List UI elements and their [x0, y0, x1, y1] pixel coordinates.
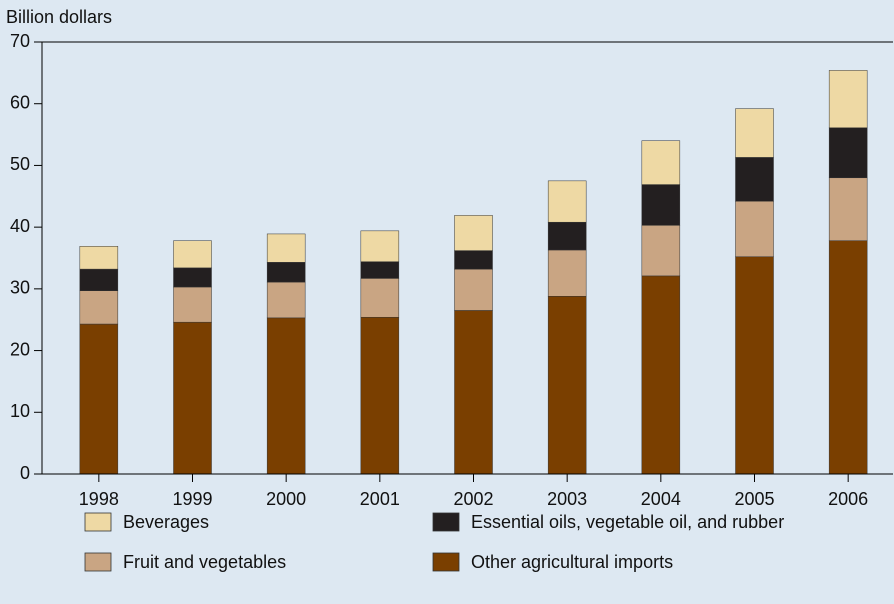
x-tick-label: 2002 [453, 489, 493, 509]
bar-segment [641, 275, 681, 475]
bar-segment [173, 286, 212, 323]
bar-segment [828, 127, 868, 179]
bar-segment [79, 246, 119, 270]
bar-segment [735, 256, 774, 475]
y-axis-label: Billion dollars [6, 7, 112, 27]
bar-segment [735, 157, 774, 202]
bar-segment [454, 250, 493, 270]
bar-segment [641, 184, 681, 226]
bar-segment [173, 240, 212, 269]
y-tick-label: 20 [10, 339, 30, 359]
bar-segment [828, 70, 868, 129]
bar-segment [266, 233, 306, 263]
bar-segment [79, 290, 119, 325]
legend-swatch [432, 552, 460, 572]
legend-swatch [84, 552, 112, 572]
y-tick-label: 50 [10, 154, 30, 174]
x-tick-label: 2000 [266, 489, 306, 509]
bar-segment [266, 317, 306, 475]
bar-segment [454, 310, 493, 475]
bar-segment [641, 140, 681, 185]
bar-segment [360, 278, 400, 318]
y-tick-label: 60 [10, 92, 30, 112]
legend-label: Beverages [123, 512, 209, 532]
bar-segment [173, 321, 212, 475]
legend-swatch [432, 512, 460, 532]
bar-segment [735, 108, 774, 158]
bar-segment [266, 262, 306, 283]
legend-label: Essential oils, vegetable oil, and rubbe… [471, 512, 784, 532]
bar-segment [828, 240, 868, 475]
y-tick-label: 40 [10, 216, 30, 236]
x-tick-label: 2006 [828, 489, 868, 509]
y-tick-label: 70 [10, 31, 30, 51]
x-tick-label: 2005 [734, 489, 774, 509]
bar-segment [360, 230, 400, 262]
bar-segment [547, 249, 587, 297]
legend-label: Fruit and vegetables [123, 552, 286, 572]
bar-segment [735, 200, 774, 258]
bar-segment [547, 296, 587, 475]
bar-segment [79, 323, 119, 475]
bar-segment [266, 281, 306, 319]
bar-segment [454, 215, 493, 251]
x-tick-label: 2001 [360, 489, 400, 509]
bar-segment [641, 225, 681, 277]
bar-segment [547, 180, 587, 223]
y-tick-label: 0 [20, 463, 30, 483]
y-tick-label: 30 [10, 278, 30, 298]
x-tick-label: 2004 [641, 489, 681, 509]
bar-segment [454, 268, 493, 311]
bar-segment [547, 221, 587, 251]
bar-segment [173, 267, 212, 288]
bar-segment [828, 177, 868, 241]
bar-segment [360, 261, 400, 279]
y-tick-label: 10 [10, 401, 30, 421]
legend-label: Other agricultural imports [471, 552, 673, 572]
x-tick-label: 1998 [79, 489, 119, 509]
x-tick-label: 2003 [547, 489, 587, 509]
legend-swatch [84, 512, 112, 532]
bar-segment [360, 316, 400, 475]
bar-segment [79, 268, 119, 291]
x-tick-label: 1999 [172, 489, 212, 509]
